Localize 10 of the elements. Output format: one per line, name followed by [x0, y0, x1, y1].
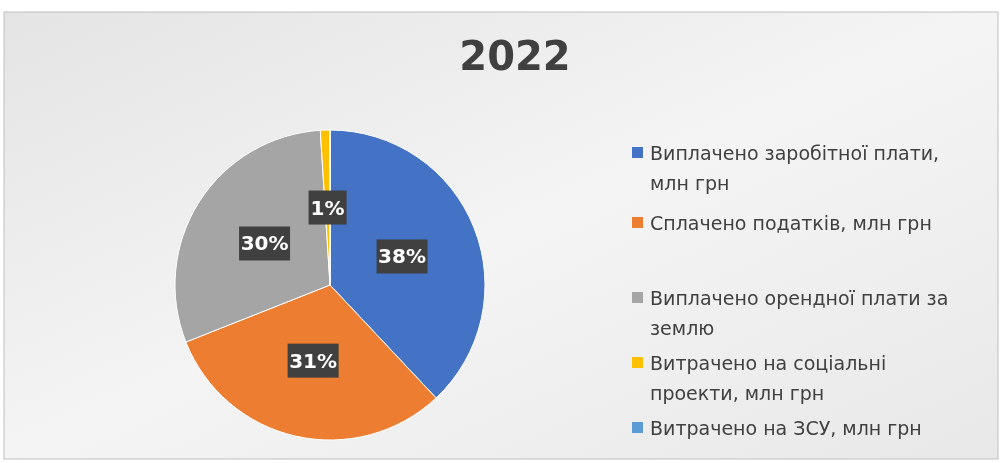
- data-label: 31%: [289, 348, 338, 373]
- data-label: 30%: [240, 231, 289, 256]
- legend-label: Виплачено заробітної плати, млн грн: [650, 142, 940, 194]
- chart-title: 2022: [459, 33, 571, 79]
- data-label: 1%: [310, 195, 345, 220]
- legend-label: Виплачено орендної плати за землю: [650, 287, 949, 339]
- legend-label: Сплачено податків, млн грн: [650, 212, 932, 234]
- legend-label: Витрачено на ЗСУ, млн грн: [650, 417, 922, 439]
- data-label: 38%: [378, 244, 426, 269]
- legend-label: Витрачено на соціальні проекти, млн грн: [650, 352, 887, 404]
